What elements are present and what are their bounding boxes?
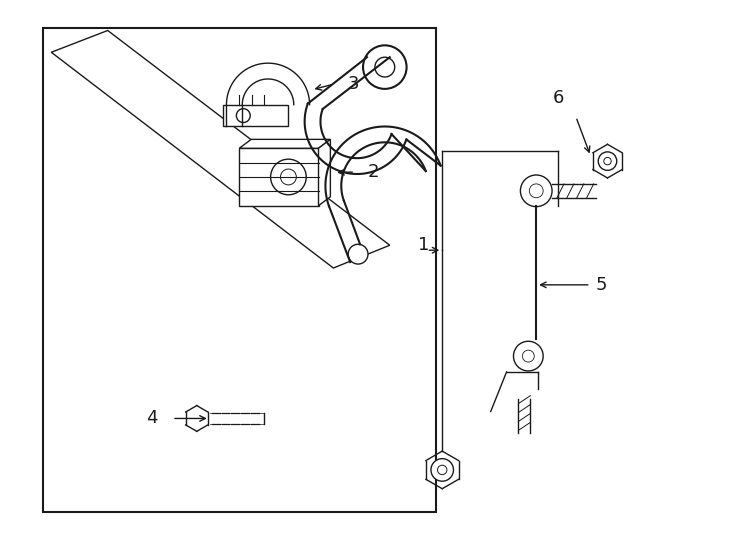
Polygon shape	[319, 139, 330, 206]
Text: 2: 2	[368, 163, 379, 181]
Circle shape	[514, 341, 543, 371]
Polygon shape	[239, 139, 330, 148]
Circle shape	[236, 109, 250, 123]
Text: 6: 6	[552, 89, 564, 107]
Text: 1: 1	[418, 237, 429, 254]
Circle shape	[431, 458, 454, 481]
Text: 4: 4	[145, 409, 157, 428]
Circle shape	[529, 184, 543, 198]
Circle shape	[604, 158, 611, 165]
Polygon shape	[239, 148, 319, 206]
Circle shape	[523, 350, 534, 362]
Circle shape	[598, 152, 617, 171]
Circle shape	[280, 169, 297, 185]
Text: 3: 3	[347, 75, 359, 93]
Circle shape	[348, 244, 368, 264]
Text: 5: 5	[595, 276, 607, 294]
Circle shape	[437, 465, 447, 475]
Polygon shape	[223, 105, 288, 126]
Circle shape	[271, 159, 306, 195]
Circle shape	[520, 175, 552, 207]
